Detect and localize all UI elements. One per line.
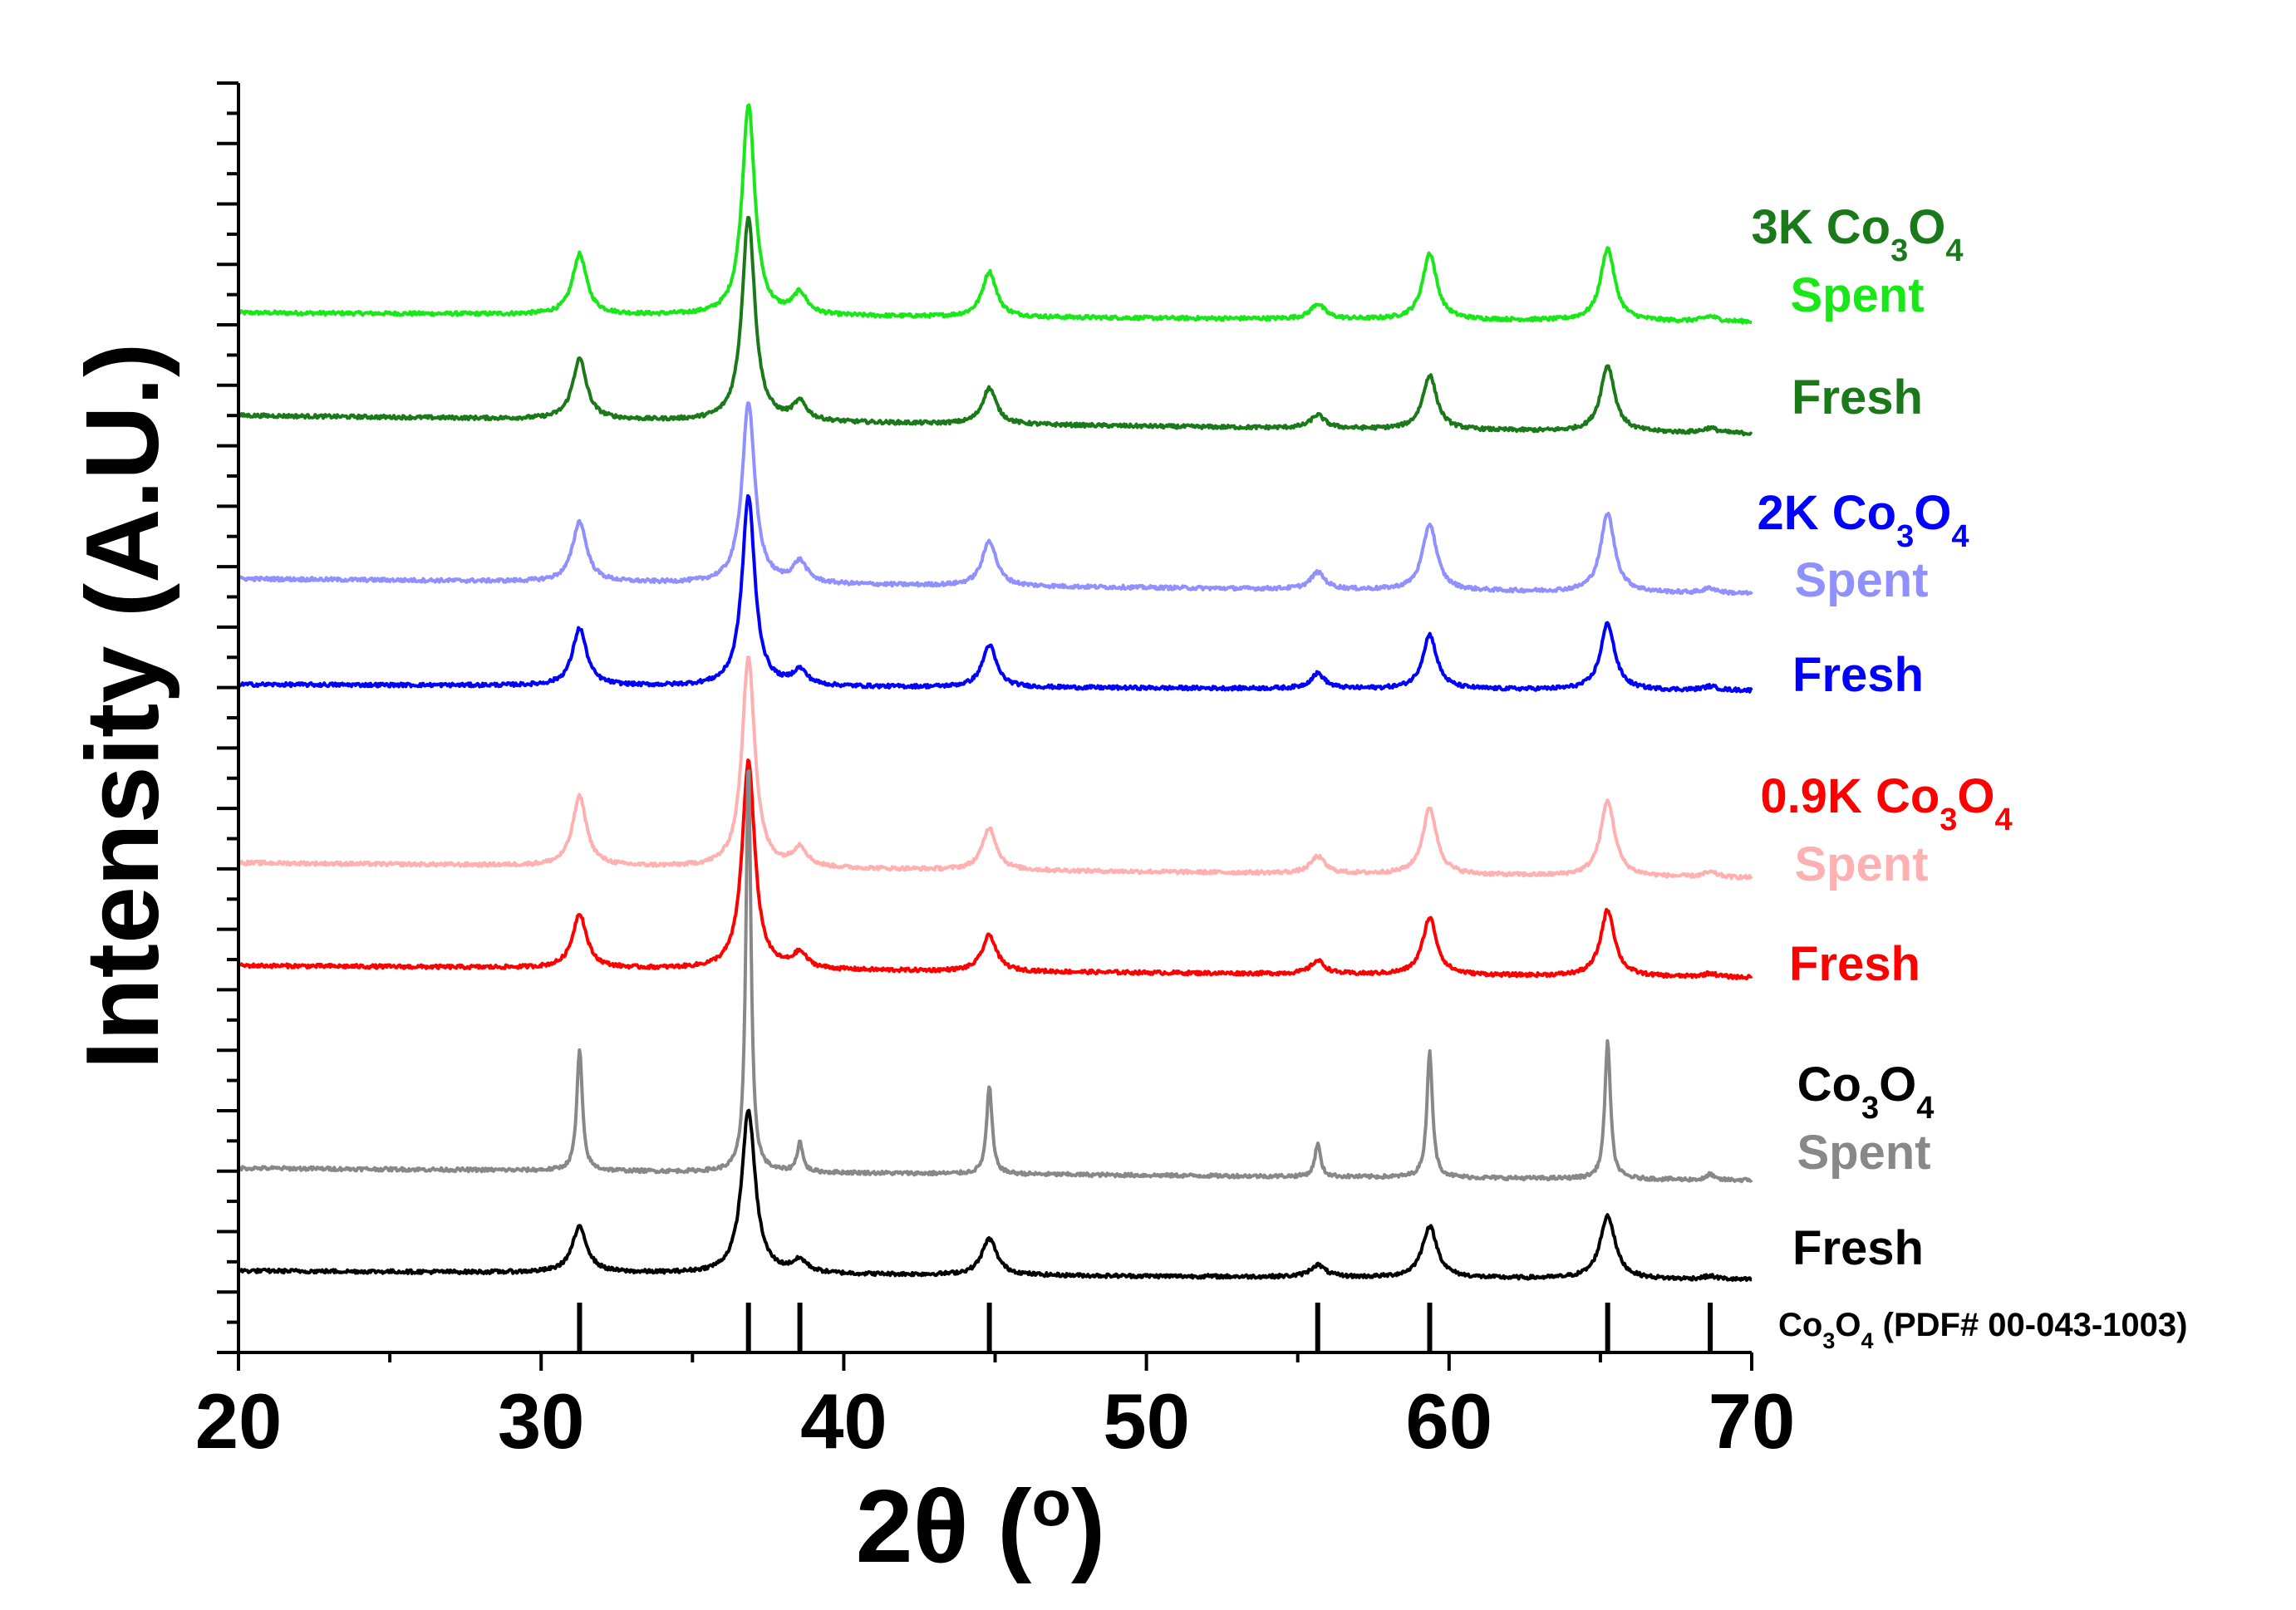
label-09k-spent: Spent — [1794, 837, 1928, 891]
series-line-2k-co3o4-spent — [237, 401, 1753, 596]
reference-layer — [577, 1303, 1713, 1352]
series-line-2k-co3o4-fresh — [237, 493, 1753, 694]
label-2k-fresh: Fresh — [1792, 648, 1924, 702]
group-label-co3o4: Co3O4 — [1797, 1058, 1935, 1126]
series-line-0-9k-co3o4-fresh — [237, 758, 1753, 981]
series-line-0-9k-co3o4-spent — [237, 655, 1753, 881]
reference-label: Co3O4 (PDF# 00-043-1003) — [1778, 1307, 2187, 1353]
y-axis-title: Intensity (A.U.) — [66, 343, 180, 1070]
series-layer — [237, 103, 1753, 1282]
label-co3o4-fresh: Fresh — [1792, 1221, 1924, 1275]
x-tick-label: 40 — [800, 1377, 887, 1465]
group-label-3k: 3K Co3O4 — [1752, 200, 1964, 268]
x-tick-label: 70 — [1708, 1377, 1796, 1465]
series-line-3k-co3o4-fresh — [237, 215, 1753, 437]
group-label-2k: 2K Co3O4 — [1758, 486, 1969, 554]
x-tick-label: 30 — [498, 1377, 585, 1465]
x-tick-label: 50 — [1103, 1377, 1190, 1465]
group-label-09k: 0.9K Co3O4 — [1760, 769, 2012, 837]
label-3k-fresh: Fresh — [1792, 371, 1923, 425]
series-line-co3o4-spent — [237, 769, 1753, 1184]
label-2k-spent: Spent — [1794, 553, 1928, 607]
x-tick-label: 20 — [195, 1377, 283, 1465]
label-3k-spent: Spent — [1790, 268, 1924, 322]
label-co3o4-spent: Spent — [1797, 1126, 1930, 1180]
series-line-co3o4-fresh — [237, 1108, 1753, 1282]
x-tick-label: 60 — [1406, 1377, 1493, 1465]
x-axis-title: 2θ (o) — [856, 1466, 1106, 1584]
series-line-3k-co3o4-spent — [237, 103, 1753, 325]
label-09k-fresh: Fresh — [1789, 937, 1920, 991]
axes-layer: 20 30 40 50 60 70 — [195, 81, 1796, 1465]
